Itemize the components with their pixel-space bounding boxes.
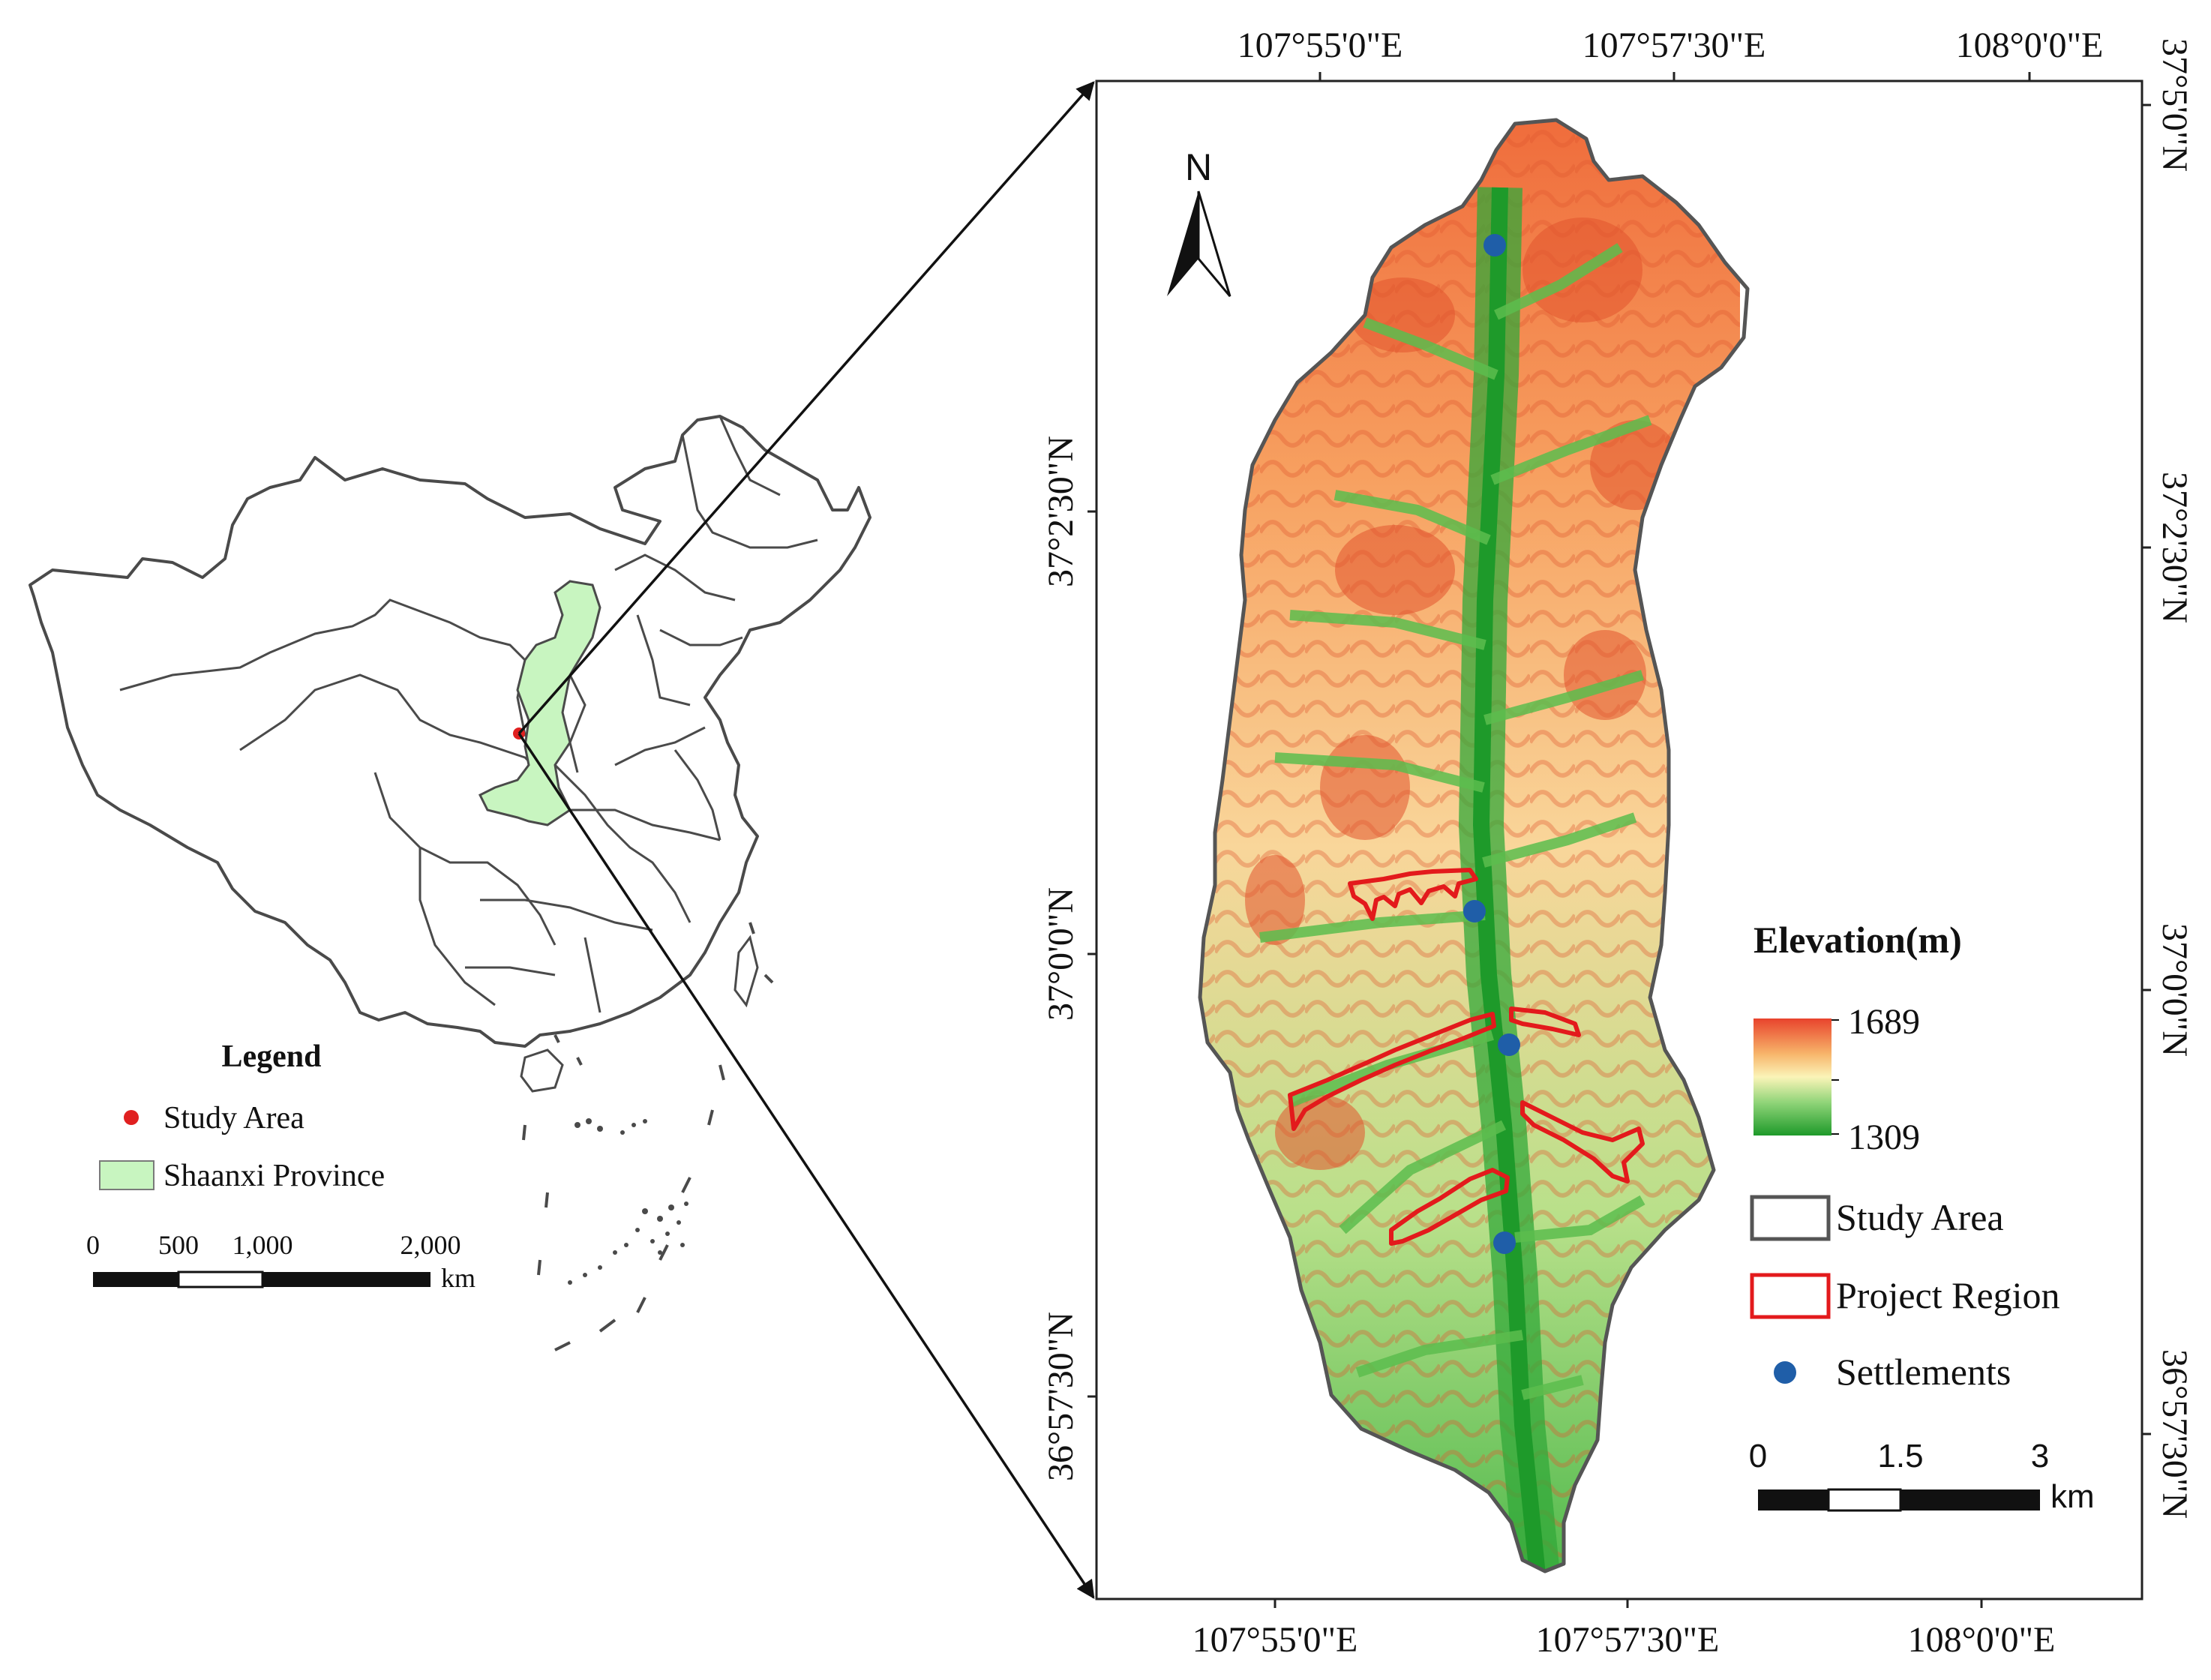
- leader-line-bottom: [518, 733, 1095, 1600]
- settlement-legend-icon: [1774, 1361, 1796, 1384]
- china-scale-seg-1: [93, 1272, 178, 1287]
- china-overview-map: [28, 415, 872, 1352]
- province-borders: [119, 416, 818, 1013]
- detail-scale-tick-0: 0: [1749, 1438, 1767, 1474]
- left-label-2: 37°0'0"N: [1041, 887, 1081, 1021]
- study-area-legend-swatch: [1750, 1195, 1831, 1241]
- right-label-3: 37°0'0"N: [2155, 923, 2194, 1057]
- china-outline: [28, 415, 872, 1048]
- settlements: [1463, 234, 1520, 1254]
- detail-scale-tick-3: 3: [2031, 1438, 2049, 1474]
- detail-scale-seg-2: [1827, 1488, 1902, 1512]
- north-arrow-label: N: [1185, 146, 1212, 188]
- detail-map: N Elevation(m) 1689 1309 Study Area Proj…: [1088, 72, 2151, 1608]
- right-label-1: 37°5'0"N: [2155, 38, 2194, 172]
- legend-study-area-label: Study Area: [1836, 1196, 2004, 1238]
- bottom-label-3: 108°0'0"E: [1908, 1620, 2056, 1660]
- china-scale-tick-2000: 2,000: [400, 1230, 461, 1260]
- elevation-max-label: 1689: [1848, 1002, 1920, 1042]
- shaanxi-province: [478, 580, 602, 826]
- china-scalebar: 0 500 1,000 2,000 km: [86, 1230, 476, 1293]
- right-label-4: 36°57'30"N: [2155, 1349, 2194, 1519]
- china-scale-tick-500: 500: [158, 1230, 199, 1260]
- legend-settlements-label: Settlements: [1836, 1351, 2011, 1393]
- taiwan-island: [734, 934, 759, 1008]
- bottom-label-2: 107°57'30"E: [1536, 1620, 1720, 1660]
- settlement-1: [1484, 234, 1506, 256]
- south-china-sea-islands: [568, 1118, 688, 1285]
- top-label-2: 107°57'30"E: [1582, 26, 1766, 65]
- graticule-ticks: [1088, 72, 2151, 1608]
- right-label-2: 37°2'30"N: [2155, 472, 2194, 623]
- china-legend-study-area: Study Area: [164, 1101, 304, 1136]
- settlement-3: [1498, 1034, 1520, 1056]
- china-scale-tick-0: 0: [86, 1230, 100, 1260]
- china-legend-title: Legend: [221, 1040, 321, 1074]
- settlement-4: [1493, 1232, 1516, 1254]
- project-region-legend-swatch: [1750, 1273, 1831, 1319]
- bottom-label-1: 107°55'0"E: [1192, 1620, 1358, 1660]
- study-area-legend-icon: [124, 1110, 139, 1125]
- china-scale-tick-1000: 1,000: [232, 1230, 293, 1260]
- legend-project-region-label: Project Region: [1836, 1274, 2060, 1316]
- elevation-legend-title: Elevation(m): [1754, 919, 1962, 961]
- shaanxi-legend-swatch: [99, 1160, 154, 1190]
- detail-scalebar: 0 1.5 3 km: [1749, 1438, 2095, 1515]
- china-scale-seg-3: [262, 1272, 430, 1287]
- project-region-4: [1520, 1100, 1645, 1184]
- project-regions: [1288, 868, 1645, 1246]
- detail-scale-seg-3: [1900, 1490, 2040, 1510]
- detail-scale-unit: km: [2050, 1478, 2095, 1515]
- detail-scale-tick-1-5: 1.5: [1877, 1438, 1923, 1474]
- project-region-1: [1348, 868, 1478, 921]
- china-legend-shaanxi: Shaanxi Province: [164, 1159, 385, 1193]
- project-region-5: [1389, 1168, 1510, 1246]
- left-label-3: 36°57'30"N: [1041, 1312, 1081, 1481]
- settlement-2: [1463, 900, 1486, 922]
- study-area-boundary: [1198, 118, 1750, 1574]
- elevation-min-label: 1309: [1848, 1118, 1920, 1157]
- leader-line-top: [518, 81, 1095, 735]
- china-scale-seg-2: [177, 1270, 264, 1288]
- china-legend: Legend Study Area Shaanxi Province: [99, 1040, 385, 1193]
- coordinate-labels: 107°55'0"E 107°57'30"E 108°0'0"E 107°55'…: [1041, 26, 2194, 1660]
- elevation-color-ramp: [1754, 1018, 1832, 1136]
- left-label-1: 37°2'30"N: [1041, 436, 1081, 587]
- project-region-3: [1509, 1006, 1581, 1037]
- china-scale-unit: km: [441, 1263, 476, 1293]
- elevation-legend: Elevation(m) 1689 1309 Study Area Projec…: [1750, 919, 2060, 1393]
- project-region-2: [1288, 1012, 1496, 1131]
- detail-scale-seg-1: [1758, 1490, 1828, 1510]
- hainan-island: [520, 1048, 564, 1093]
- top-label-3: 108°0'0"E: [1956, 26, 2104, 65]
- top-label-1: 107°55'0"E: [1238, 26, 1403, 65]
- south-china-sea-boundary: [522, 922, 774, 1352]
- north-arrow-icon: N: [1167, 146, 1232, 297]
